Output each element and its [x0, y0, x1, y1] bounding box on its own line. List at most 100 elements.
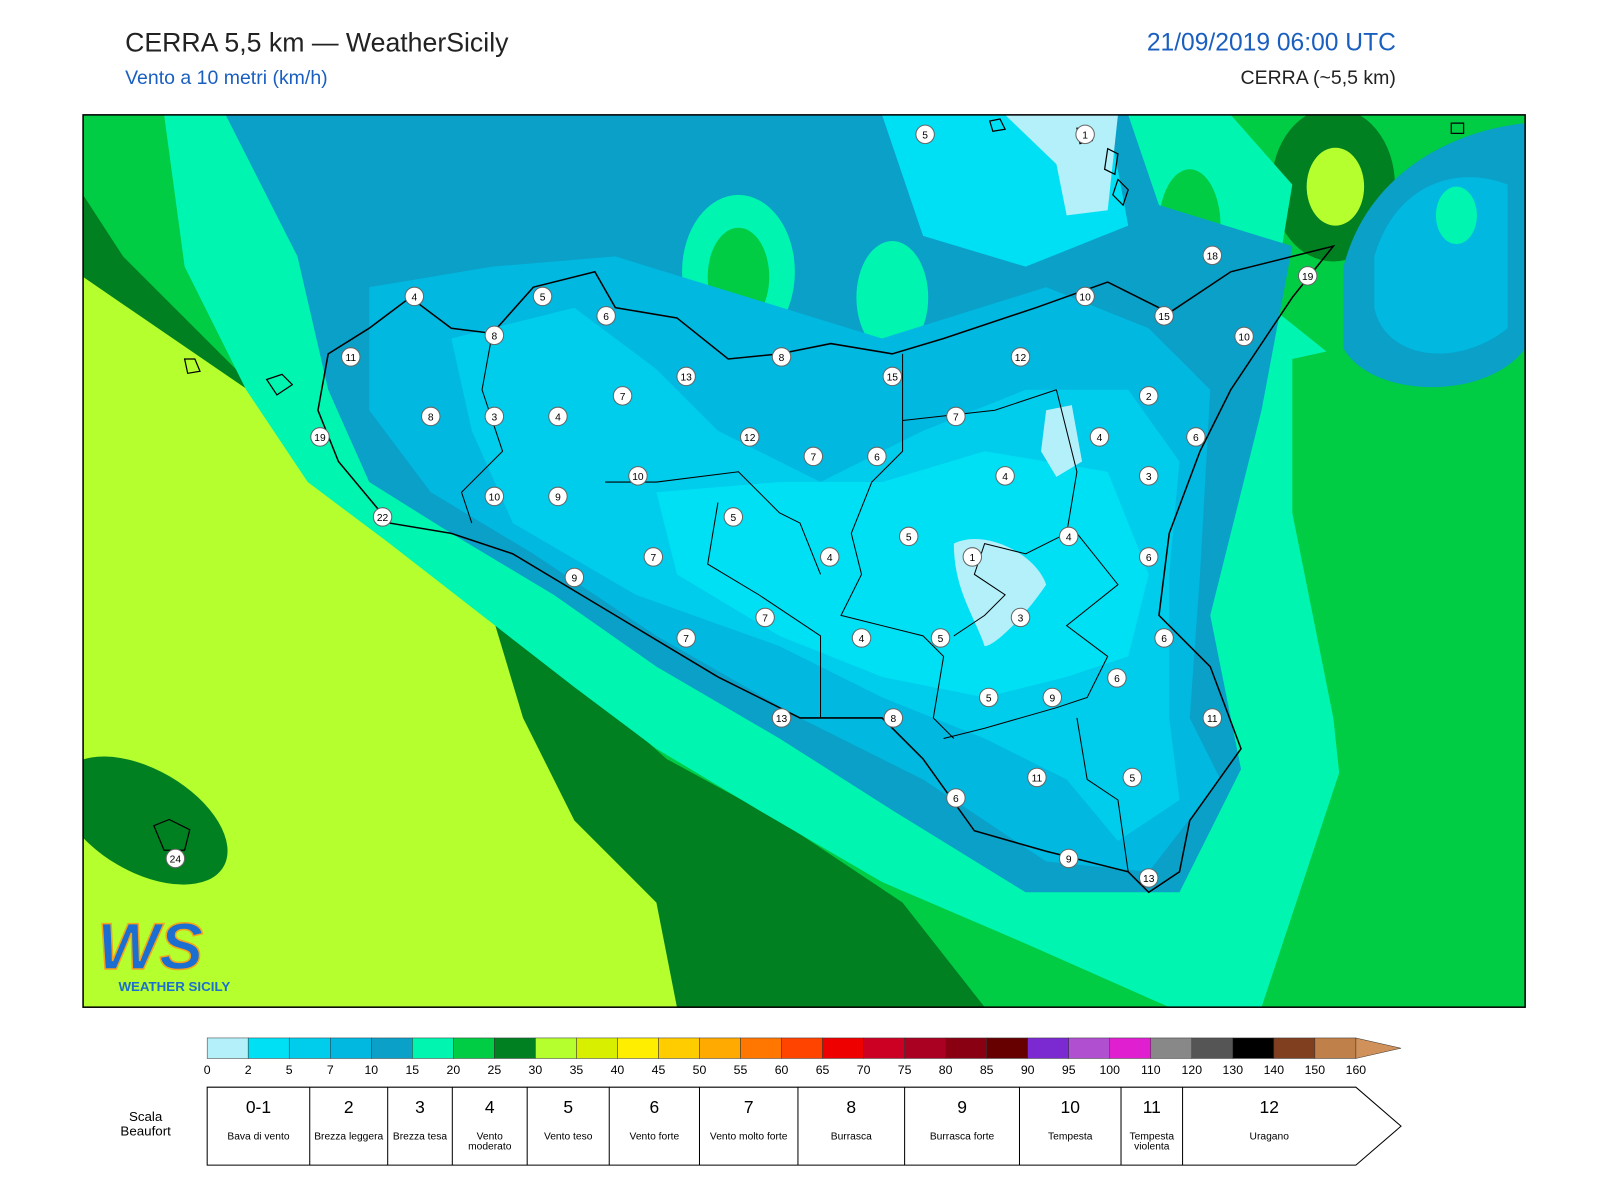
station-marker [643, 547, 664, 567]
logo-text: WEATHER SICILY [118, 979, 230, 994]
beaufort-class: 3 Brezza tesa [388, 1087, 453, 1165]
station-value: 5 [906, 533, 912, 544]
beaufort-class: 12 Uragano [1183, 1087, 1356, 1165]
station-value: 4 [555, 413, 561, 424]
station-value: 22 [377, 513, 389, 524]
colorbar-box [781, 1037, 823, 1059]
station-marker [165, 848, 186, 869]
station-marker [1138, 868, 1159, 888]
station-marker [898, 526, 919, 547]
station-value: 11 [1032, 774, 1043, 785]
station-marker [1138, 466, 1159, 486]
station-value: 7 [810, 453, 816, 464]
beaufort-label: Vento molto forte [709, 1131, 788, 1143]
station-marker [867, 446, 887, 467]
colorbar-box [1314, 1037, 1357, 1059]
station-marker [548, 486, 568, 507]
colorbar-tick-label: 50 [693, 1063, 707, 1077]
beaufort-class: 8 Burrasca [798, 1087, 905, 1165]
station-value: 6 [1146, 553, 1152, 564]
station-marker [1186, 427, 1206, 447]
station-marker [851, 628, 872, 648]
station-value: 15 [887, 373, 899, 384]
station-value: 4 [1066, 533, 1072, 544]
beaufort-label: Brezza leggera [314, 1131, 384, 1143]
station-marker [421, 406, 441, 427]
station-value: 10 [489, 493, 501, 504]
station-marker [676, 628, 696, 648]
station-marker [1089, 427, 1110, 447]
station-marker [1058, 848, 1079, 869]
beaufort-label: Burrasca forte [929, 1131, 995, 1143]
station-marker [596, 306, 616, 326]
colorbar-box [412, 1037, 454, 1059]
station-value: 12 [1015, 353, 1027, 364]
beaufort-class: 0-1 Bava di vento [207, 1087, 310, 1165]
station-value: 5 [730, 513, 736, 524]
colorbar-tick-label: 75 [898, 1063, 912, 1077]
colorbar-box [576, 1037, 618, 1059]
station-marker [1075, 286, 1095, 307]
station-marker [484, 406, 505, 427]
station-value: 1 [969, 553, 975, 564]
colorbar-tick-label: 40 [611, 1063, 625, 1077]
beaufort-label: Vento moderato [468, 1131, 512, 1153]
beaufort-label: Tempesta violenta [1129, 1131, 1175, 1153]
colorbar-arrow [1355, 1037, 1402, 1059]
station-value: 7 [683, 634, 689, 645]
province-borders [460, 333, 1129, 872]
beaufort-label: Tempesta [1048, 1131, 1093, 1143]
colorbar-box [617, 1037, 659, 1059]
station-marker [1138, 547, 1159, 567]
station-value: 11 [345, 353, 356, 364]
subtitle: Vento a 10 metri (km/h) [125, 67, 328, 90]
station-marker [915, 124, 935, 145]
colorbar-tick-label: 100 [1099, 1063, 1120, 1077]
station-value: 6 [953, 794, 959, 805]
station-marker [803, 446, 824, 467]
station-marker [484, 486, 505, 507]
colorbar-box [288, 1037, 331, 1059]
station-value: 13 [776, 714, 788, 725]
station-marker [484, 325, 505, 346]
colorbar-tick-label: 90 [1021, 1063, 1035, 1077]
colorbar-box [1273, 1037, 1316, 1059]
station-value: 8 [890, 714, 896, 725]
colorbar-tick-label: 130 [1223, 1063, 1244, 1077]
station-value: 3 [1018, 614, 1024, 625]
station-value: 15 [1158, 312, 1170, 323]
station-value: 4 [1097, 433, 1103, 444]
station-value: 6 [1193, 433, 1199, 444]
colorbar-tick-label: 60 [775, 1063, 789, 1077]
station-marker [946, 406, 966, 427]
station-marker [723, 507, 744, 527]
station-marker [1058, 526, 1079, 547]
colorbar-tick-label: 0 [204, 1063, 211, 1077]
beaufort-force: 5 [563, 1097, 574, 1117]
station-marker [628, 466, 648, 486]
station-value: 24 [170, 855, 182, 866]
station-value: 5 [986, 694, 992, 705]
station-value: 10 [1238, 333, 1250, 344]
colorbar-tick-label: 2 [245, 1063, 252, 1077]
station-value: 9 [1049, 694, 1055, 705]
colorbar-tick-label: 30 [529, 1063, 543, 1077]
colorbar-tick-label: 5 [286, 1063, 293, 1077]
station-value: 10 [632, 472, 644, 483]
station-value: 6 [1114, 674, 1120, 685]
station-marker [962, 547, 983, 567]
station-marker [1075, 124, 1095, 145]
colorbar-box [329, 1037, 372, 1059]
colorbar-box [453, 1037, 495, 1059]
colorbar-tick-label: 85 [980, 1063, 994, 1077]
beaufort-force: 8 [846, 1097, 857, 1117]
colorbar-tick-label: 140 [1264, 1063, 1285, 1077]
station-value: 12 [744, 433, 756, 444]
station-value: 19 [1302, 272, 1314, 283]
colorbar-tick-label: 35 [570, 1063, 584, 1077]
station-marker [1042, 687, 1063, 708]
beaufort-class: 10 Tempesta [1019, 1087, 1121, 1165]
beaufort-force: 4 [484, 1097, 495, 1117]
station-marker [978, 687, 999, 708]
